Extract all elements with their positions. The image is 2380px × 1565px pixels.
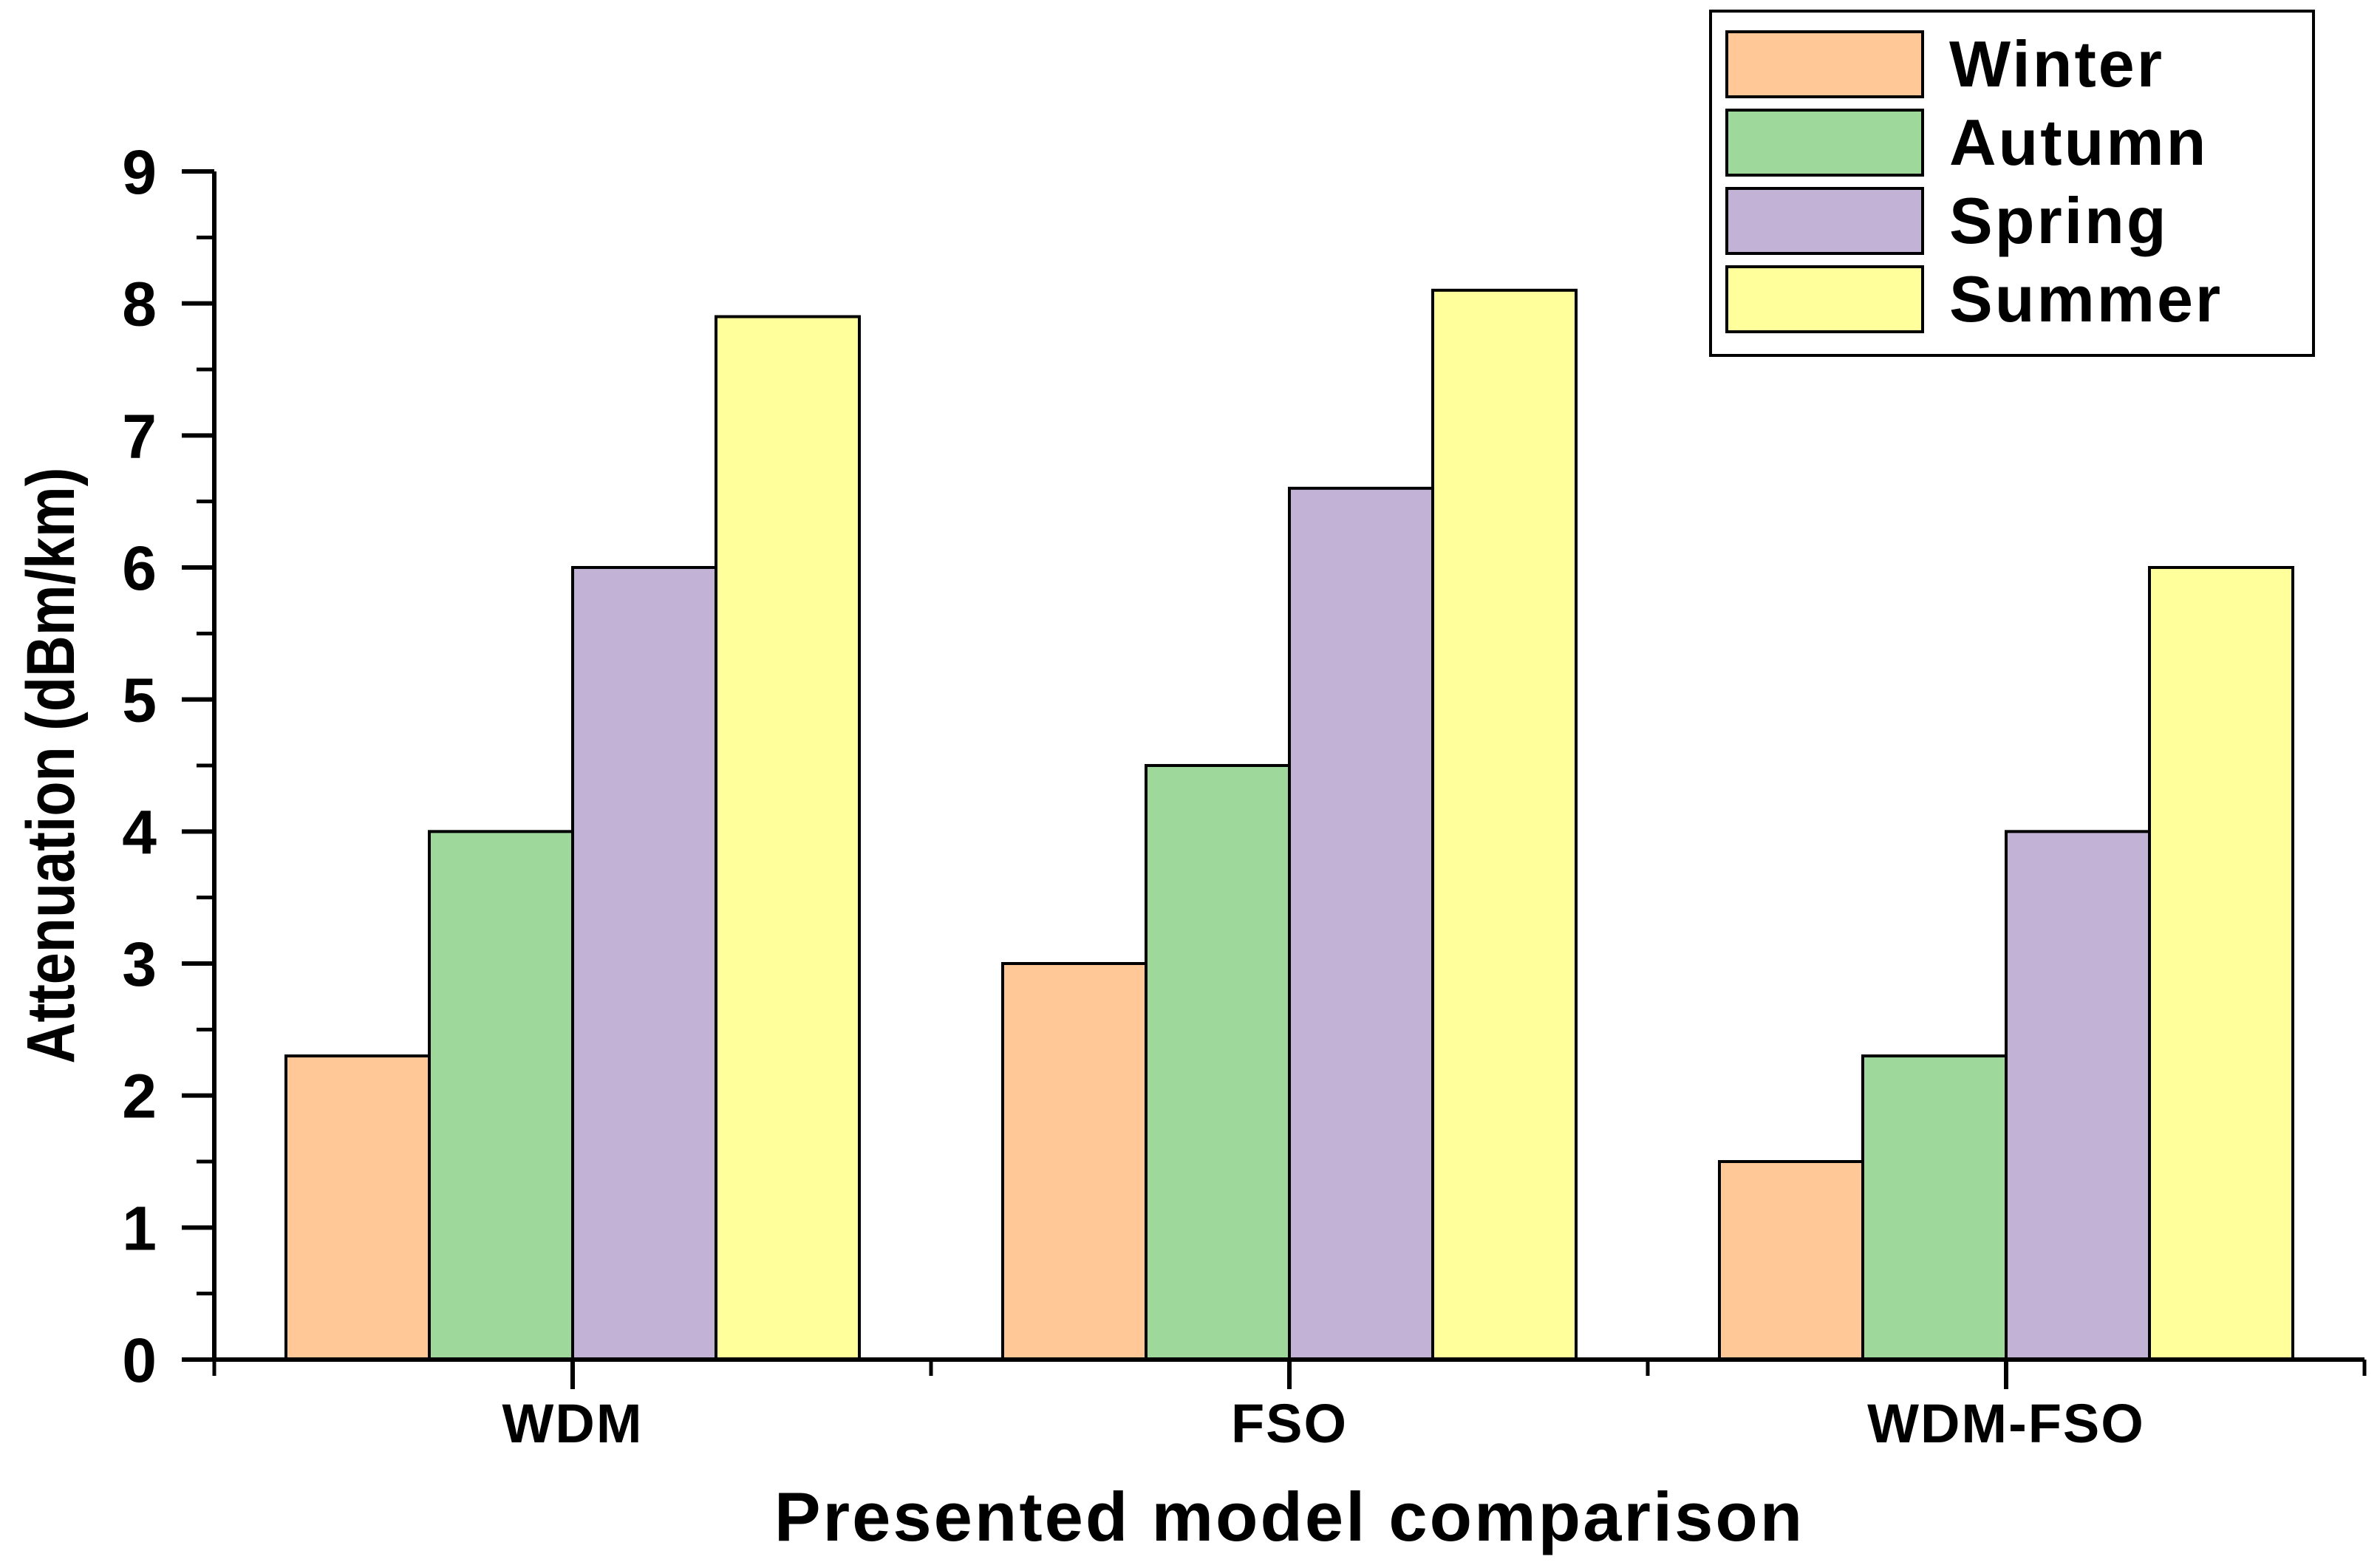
legend-label-autumn: Autumn [1949, 106, 2208, 179]
bar-wdm-fso-winter [1718, 1160, 1864, 1361]
bar-wdm-fso-autumn [1861, 1054, 2008, 1361]
x-tick-label-wdm: WDM [502, 1393, 644, 1454]
legend-label-winter: Winter [1949, 27, 2164, 100]
bar-fso-summer [1431, 288, 1578, 1361]
bar-fso-autumn [1145, 764, 1291, 1361]
y-tick-label: 3 [122, 930, 157, 999]
x-tick-label-fso: FSO [1231, 1393, 1348, 1454]
bar-wdm-spring [571, 566, 717, 1361]
legend-swatch-autumn [1725, 109, 1924, 177]
x-ticks-layer: WDM FSO WDM-FSO [212, 1360, 2367, 1454]
bars-layer [284, 288, 2294, 1362]
y-tick-label: 4 [122, 797, 157, 867]
y-ticks-layer: 0 1 2 3 4 5 6 7 8 9 [122, 137, 214, 1395]
y-tick-label: 8 [122, 270, 157, 339]
legend-label-summer: Summer [1949, 262, 2223, 335]
y-tick-label: 5 [122, 666, 157, 735]
legend-swatch-summer [1725, 265, 1924, 333]
legend-label-spring: Spring [1949, 184, 2169, 257]
y-tick-label: 0 [122, 1326, 157, 1395]
y-tick-label: 7 [122, 401, 157, 471]
bar-wdm-summer [715, 315, 861, 1361]
bar-fso-spring [1288, 486, 1434, 1361]
y-tick-label: 1 [122, 1193, 157, 1263]
bar-wdm-fso-summer [2148, 566, 2294, 1361]
bar-wdm-autumn [428, 830, 574, 1362]
bar-wdm-winter [284, 1054, 431, 1361]
legend-swatch-spring [1725, 187, 1924, 255]
y-axis-title: Attenuation (dBm/km) [13, 468, 89, 1064]
y-tick-label: 6 [122, 533, 157, 603]
bar-wdm-fso-spring [2005, 830, 2151, 1362]
bar-fso-winter [1001, 962, 1148, 1361]
y-tick-label: 9 [122, 137, 157, 207]
x-axis-title: Presented model comparison [774, 1478, 1804, 1555]
x-tick-label-wdm-fso: WDM-FSO [1867, 1393, 2145, 1454]
y-tick-label: 2 [122, 1062, 157, 1131]
legend-swatch-winter [1725, 30, 1924, 98]
